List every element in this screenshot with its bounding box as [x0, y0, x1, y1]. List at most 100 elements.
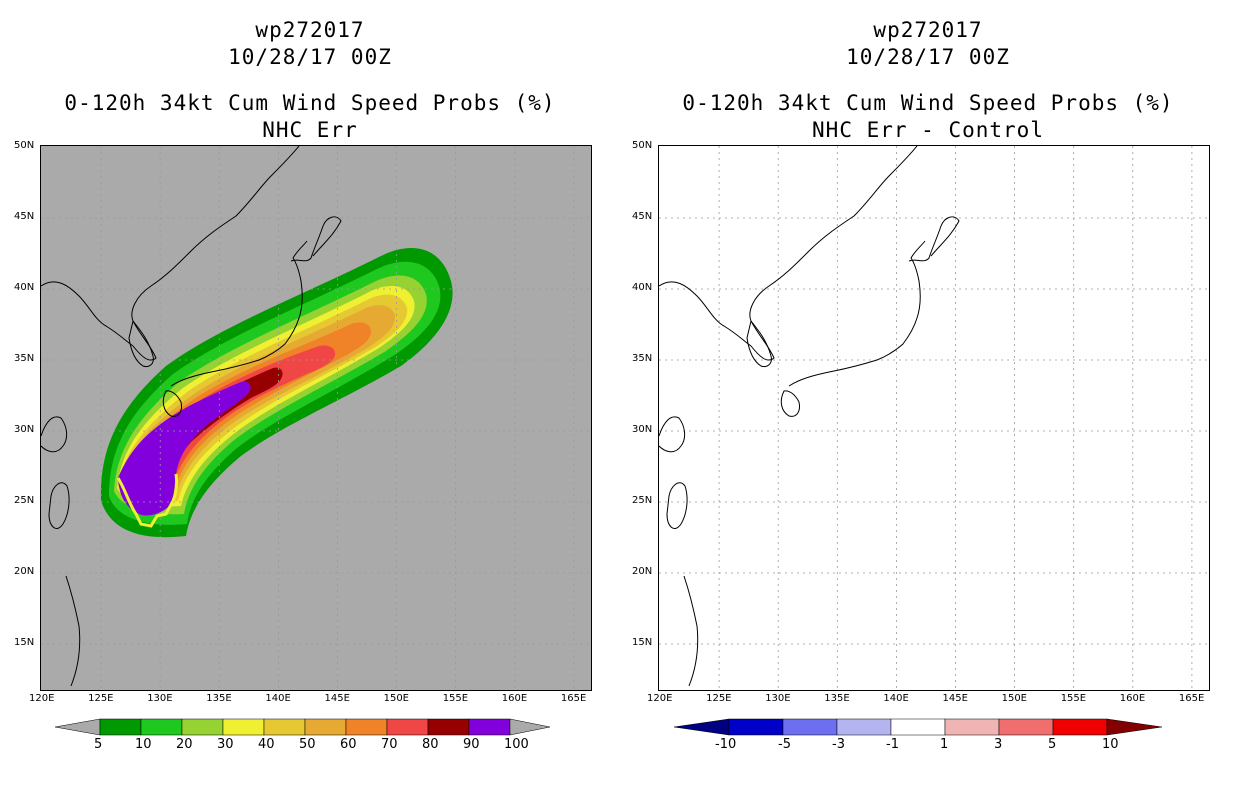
colorbar-swatch — [836, 718, 892, 736]
lon-tick-label: 140E — [265, 693, 291, 704]
wind-probability-swath — [100, 248, 453, 538]
colorbar-swatch — [782, 718, 838, 736]
hokkaido-coast — [290, 216, 342, 262]
lon-tick-label: 130E — [765, 693, 791, 704]
colorbar-label: 80 — [422, 737, 439, 752]
colorbar-swatch — [890, 718, 946, 736]
colorbar-under-triangle — [674, 718, 730, 736]
lat-tick-label: 25N — [632, 495, 653, 506]
lat-tick-label: 15N — [632, 637, 653, 648]
lat-tick-label: 35N — [632, 353, 653, 364]
colorbar-swatch — [181, 718, 224, 736]
lat-tick-label: 20N — [14, 566, 35, 577]
prob-contour-90 — [118, 381, 251, 516]
luzon-coast — [683, 575, 699, 687]
taiwan-coast — [48, 482, 70, 529]
hokkaido-coast — [908, 216, 960, 262]
colorbar-label: 50 — [299, 737, 316, 752]
china-east-coast — [659, 416, 686, 453]
colorbar-label: 40 — [258, 737, 275, 752]
colorbar-label: -5 — [778, 737, 791, 752]
kyushu-coast — [780, 390, 800, 417]
colorbar-label: 5 — [94, 737, 103, 752]
left-map-grid — [41, 146, 591, 690]
lon-tick-label: 135E — [824, 693, 850, 704]
lon-tick-label: 165E — [560, 693, 587, 704]
right-title-datetime: 10/28/17 00Z — [846, 45, 1010, 69]
colorbar-over-triangle — [509, 718, 551, 736]
lat-tick-label: 45N — [632, 211, 653, 222]
right-colorbar — [674, 718, 1163, 736]
colorbar-swatch — [427, 718, 470, 736]
colorbar-label: 10 — [1102, 737, 1119, 752]
colorbar-swatch — [728, 718, 784, 736]
lon-tick-label: 165E — [1178, 693, 1205, 704]
colorbar-label: -10 — [715, 737, 737, 752]
taiwan-coast — [666, 482, 688, 529]
colorbar-label: 1 — [940, 737, 949, 752]
kyushu-coast — [162, 390, 182, 417]
colorbar-swatch — [944, 718, 1000, 736]
colorbar-swatch — [386, 718, 429, 736]
lat-tick-label: 25N — [14, 495, 35, 506]
left-title-datetime: 10/28/17 00Z — [228, 45, 392, 69]
lon-tick-label: 145E — [942, 693, 968, 704]
left-map-canvas — [41, 146, 591, 690]
colorbar-swatch — [140, 718, 183, 736]
left-title-subtitle: NHC Err — [262, 118, 358, 142]
lon-tick-label: 120E — [647, 693, 673, 704]
lat-tick-label: 30N — [632, 424, 653, 435]
right-map-panel — [658, 145, 1210, 691]
lat-tick-label: 40N — [632, 282, 653, 293]
left-coastlines — [41, 146, 342, 687]
colorbar-label: 5 — [1048, 737, 1057, 752]
colorbar-label: -3 — [832, 737, 845, 752]
colorbar-under-triangle — [55, 718, 101, 736]
colorbar-label: 90 — [463, 737, 480, 752]
left-colorbar — [55, 718, 551, 736]
lon-tick-label: 155E — [1060, 693, 1087, 704]
lon-tick-label: 150E — [1001, 693, 1027, 704]
lat-tick-label: 50N — [632, 140, 653, 151]
lat-tick-label: 20N — [632, 566, 653, 577]
lon-tick-label: 125E — [706, 693, 732, 704]
honshu-coast — [788, 240, 926, 387]
colorbar-swatch — [304, 718, 347, 736]
colorbar-swatch — [263, 718, 306, 736]
colorbar-label: 70 — [381, 737, 398, 752]
right-title-subtitle: NHC Err - Control — [812, 118, 1044, 142]
colorbar-swatch — [99, 718, 142, 736]
lat-tick-label: 40N — [14, 282, 35, 293]
left-map-panel — [40, 145, 592, 691]
right-map-background — [659, 146, 1209, 690]
colorbar-over-triangle — [1106, 718, 1163, 736]
right-map-canvas — [659, 146, 1209, 690]
lon-tick-label: 130E — [147, 693, 173, 704]
lon-tick-label: 135E — [206, 693, 232, 704]
lon-tick-label: 120E — [29, 693, 55, 704]
lon-tick-label: 160E — [1119, 693, 1146, 704]
colorbar-swatch — [468, 718, 511, 736]
colorbar-swatch — [1052, 718, 1108, 736]
colorbar-swatch — [222, 718, 265, 736]
lon-tick-label: 145E — [324, 693, 350, 704]
colorbar-swatch — [998, 718, 1054, 736]
luzon-coast — [65, 575, 81, 687]
korea-peninsula — [128, 319, 154, 367]
lat-tick-label: 30N — [14, 424, 35, 435]
swath-edge — [116, 473, 179, 528]
honshu-coast — [170, 240, 308, 387]
right-map-grid — [659, 146, 1209, 690]
korea-peninsula — [746, 319, 772, 367]
lon-tick-label: 125E — [88, 693, 114, 704]
colorbar-label: 20 — [176, 737, 193, 752]
colorbar-label: 60 — [340, 737, 357, 752]
lat-tick-label: 50N — [14, 140, 35, 151]
lon-tick-label: 155E — [442, 693, 469, 704]
lon-tick-label: 140E — [883, 693, 909, 704]
colorbar-label: 3 — [994, 737, 1003, 752]
right-coastlines — [659, 146, 960, 687]
colorbar-label: -1 — [886, 737, 899, 752]
lon-tick-label: 150E — [383, 693, 409, 704]
lat-tick-label: 35N — [14, 353, 35, 364]
